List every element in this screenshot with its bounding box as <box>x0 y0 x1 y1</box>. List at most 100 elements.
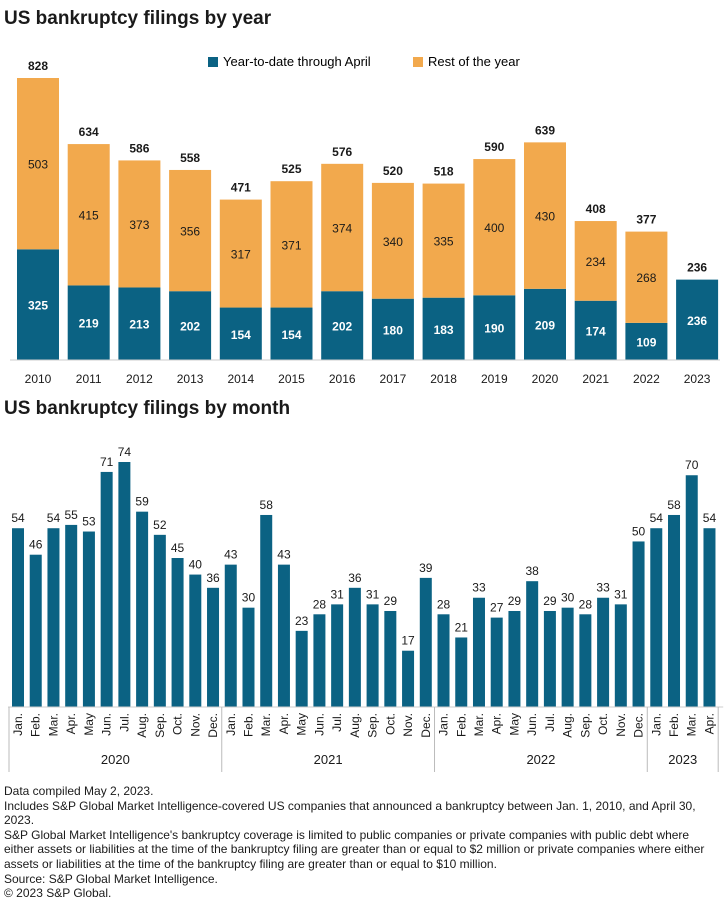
bar <box>614 604 627 707</box>
bar-value-label: 53 <box>82 515 96 529</box>
bar-total-label: 236 <box>687 261 707 275</box>
year-group-label: 2022 <box>526 752 555 767</box>
x-tick-label: Jul. <box>330 713 344 732</box>
bar <box>632 541 645 707</box>
bar <box>348 587 361 707</box>
bar-rest <box>321 163 364 292</box>
x-tick-label: 2023 <box>684 372 711 386</box>
x-tick-label: Nov. <box>401 713 415 737</box>
bar-ytd <box>524 288 566 360</box>
x-tick-label: May <box>295 713 309 736</box>
year-group-label: 2020 <box>101 752 130 767</box>
bar <box>685 475 698 707</box>
bar-rest-label: 335 <box>434 235 454 249</box>
bar-value-label: 33 <box>596 581 610 595</box>
bar <box>207 587 220 707</box>
x-tick-label: Sep. <box>578 713 592 738</box>
bar-rest-label: 415 <box>79 209 99 223</box>
bar-value-label: 54 <box>703 511 717 525</box>
x-tick-label: Jun. <box>312 713 326 736</box>
bar-rest <box>270 181 313 308</box>
bar-value-label: 39 <box>419 561 433 575</box>
bar-ytd-label: 219 <box>79 317 99 331</box>
bar-rest-label: 340 <box>383 235 403 249</box>
bar-value-label: 58 <box>667 498 681 512</box>
bar-value-label: 45 <box>171 541 185 555</box>
bar <box>29 554 42 707</box>
x-tick-label: Oct. <box>383 713 397 735</box>
bar-value-label: 30 <box>242 591 256 605</box>
bar-ytd <box>118 287 161 360</box>
bar-total-label: 558 <box>180 151 200 165</box>
x-tick-label: Sep. <box>153 713 167 738</box>
x-tick-label: Nov. <box>188 713 202 737</box>
bar-value-label: 31 <box>614 587 628 601</box>
x-tick-label: Aug. <box>348 713 362 738</box>
bar-ytd-label: 325 <box>28 299 48 313</box>
x-tick-label: 2022 <box>633 372 660 386</box>
x-tick-label: 2012 <box>126 372 153 386</box>
bar <box>313 614 326 707</box>
bar-ytd-label: 154 <box>281 328 301 342</box>
bar-rest <box>524 142 566 289</box>
x-tick-label: Mar. <box>46 713 60 736</box>
bar <box>543 610 556 707</box>
x-tick-label: Jan. <box>11 713 25 736</box>
bar-value-label: 43 <box>277 548 291 562</box>
bar-rest-label: 317 <box>231 248 251 262</box>
bar-ytd <box>67 285 110 360</box>
bar-value-label: 40 <box>189 558 203 572</box>
bar-value-label: 74 <box>118 445 132 459</box>
bar-value-label: 21 <box>455 620 469 634</box>
bar <box>419 577 432 707</box>
bar-ytd <box>422 297 465 360</box>
monthly-chart: 54 Jan. 46 Feb. 54 Mar. 55 Apr. 53 May 71 Jun. 74 Jul… <box>8 445 724 772</box>
bar-ytd-label: 202 <box>180 320 200 334</box>
bar <box>366 604 379 707</box>
x-tick-label: 2010 <box>25 372 52 386</box>
bar-ytd <box>219 307 262 360</box>
bar-rest <box>422 183 465 298</box>
bar-rest-label: 371 <box>281 238 301 252</box>
x-tick-label: 2015 <box>278 372 305 386</box>
bar-total-label: 634 <box>79 125 99 139</box>
x-tick-label: Feb. <box>667 713 681 737</box>
yearly-chart-title: US bankruptcy filings by year <box>4 8 272 29</box>
x-tick-label: 2020 <box>532 372 559 386</box>
bar-ytd <box>473 295 516 360</box>
legend-swatch <box>413 57 423 67</box>
bar-rest <box>118 160 161 288</box>
bar-value-label: 29 <box>543 594 557 608</box>
bar-value-label: 28 <box>313 597 327 611</box>
bar <box>455 637 468 707</box>
bar-value-label: 30 <box>561 591 575 605</box>
x-tick-label: Jun. <box>100 713 114 736</box>
bar-total-label: 576 <box>332 145 352 159</box>
bar-ytd <box>574 300 617 360</box>
bar-value-label: 28 <box>579 597 593 611</box>
year-group-label: 2021 <box>314 752 343 767</box>
x-tick-label: Feb. <box>29 713 43 737</box>
bar-ytd <box>371 298 414 360</box>
footnote-copyright: © 2023 S&P Global. <box>4 886 112 901</box>
bar-rest-label: 430 <box>535 210 555 224</box>
bar-value-label: 31 <box>366 587 380 601</box>
bar <box>384 610 397 707</box>
x-tick-label: Oct. <box>171 713 185 735</box>
bar <box>100 471 113 707</box>
bar-total-label: 525 <box>281 162 301 176</box>
legend-swatch <box>208 57 218 67</box>
bar-ytd-label: 236 <box>687 314 707 328</box>
bar-total-label: 518 <box>434 165 454 179</box>
x-tick-label: Apr. <box>490 713 504 734</box>
bar-total-label: 586 <box>129 141 149 155</box>
bar-value-label: 28 <box>437 597 451 611</box>
bar <box>118 462 131 707</box>
bar-rest-label: 268 <box>636 271 656 285</box>
bar <box>224 564 237 707</box>
bar-value-label: 59 <box>135 495 149 509</box>
footnote-criteria: S&P Global Market Intelligence's bankrup… <box>4 827 705 871</box>
bar <box>136 511 149 707</box>
bar-total-label: 408 <box>586 202 606 216</box>
yearly-chart: Year-to-date through April Rest of the ye… <box>10 54 720 386</box>
